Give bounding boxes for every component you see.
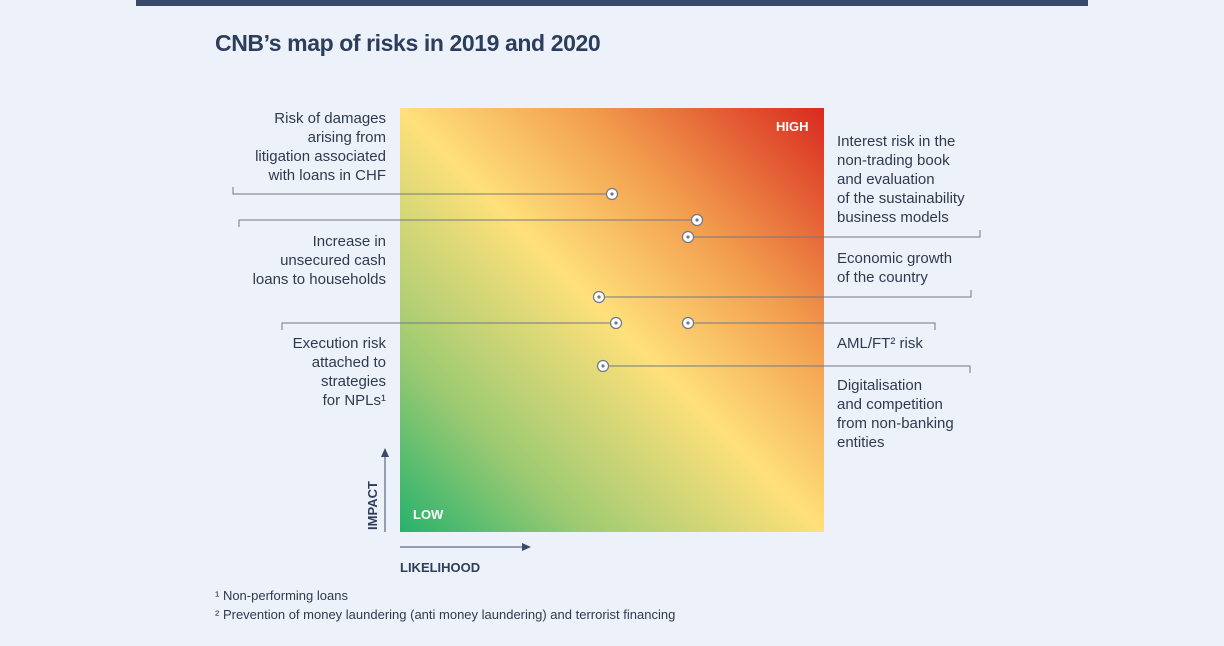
risk-label-aml-ft: AML/FT² risk bbox=[837, 335, 923, 352]
risk-label-interest-risk: Interest risk in the non-trading book an… bbox=[837, 133, 965, 226]
likelihood-axis-label: LIKELIHOOD bbox=[400, 560, 481, 575]
leader-line-unsecured-loans bbox=[238, 219, 697, 227]
risk-label-unsecured-loans: Increase in unsecured cash loans to hous… bbox=[252, 233, 386, 288]
likelihood-axis-arrow bbox=[400, 543, 531, 551]
leader-line-npl-execution bbox=[281, 322, 616, 330]
leader-line-aml-ft bbox=[688, 322, 936, 330]
low-corner-label: LOW bbox=[413, 507, 444, 522]
leader-line-interest-risk bbox=[688, 230, 981, 238]
risk-label-npl-execution: Execution risk attached to strategies fo… bbox=[292, 335, 386, 409]
high-corner-label: HIGH bbox=[776, 119, 809, 134]
page-title: CNB’s map of risks in 2019 and 2020 bbox=[215, 30, 601, 56]
impact-axis-arrow bbox=[381, 448, 389, 532]
footnote-2: ² Prevention of money laundering (anti m… bbox=[215, 607, 676, 622]
risk-label-chf-litigation: Risk of damages arising from litigation … bbox=[255, 110, 386, 184]
leader-line-digitalisation bbox=[603, 365, 971, 373]
footnote-1: ¹ Non-performing loans bbox=[215, 588, 348, 603]
leader-line-chf-litigation bbox=[232, 187, 612, 195]
risk-label-economic-growth: Economic growth of the country bbox=[837, 250, 953, 286]
leader-line-economic-growth bbox=[599, 290, 972, 298]
risk-label-digitalisation: Digitalisation and competition from non-… bbox=[837, 377, 954, 451]
impact-axis-label: IMPACT bbox=[364, 481, 380, 530]
top-accent-bar bbox=[136, 0, 1088, 6]
